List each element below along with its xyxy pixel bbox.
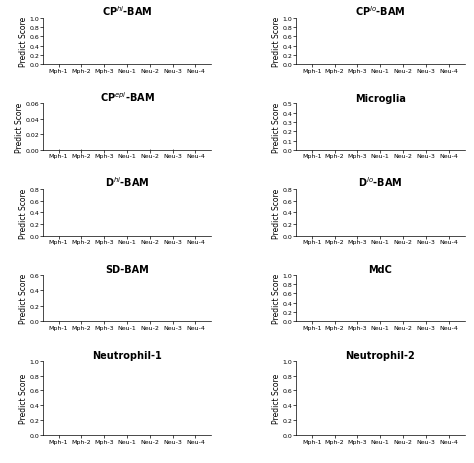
- Title: Microglia: Microglia: [355, 94, 406, 103]
- Y-axis label: Predict Score: Predict Score: [272, 188, 281, 238]
- Title: SD-BAM: SD-BAM: [105, 264, 149, 275]
- Y-axis label: Predict Score: Predict Score: [19, 373, 28, 423]
- Y-axis label: Predict Score: Predict Score: [272, 17, 281, 67]
- Title: Neutrophil-1: Neutrophil-1: [92, 350, 162, 360]
- Y-axis label: Predict Score: Predict Score: [15, 102, 24, 152]
- Y-axis label: Predict Score: Predict Score: [19, 274, 28, 324]
- Y-axis label: Predict Score: Predict Score: [19, 188, 28, 238]
- Y-axis label: Predict Score: Predict Score: [19, 17, 28, 67]
- Y-axis label: Predict Score: Predict Score: [272, 102, 281, 152]
- Title: MdC: MdC: [368, 264, 392, 275]
- Title: CP$^{epi}$-BAM: CP$^{epi}$-BAM: [100, 89, 155, 103]
- Y-axis label: Predict Score: Predict Score: [272, 373, 281, 423]
- Title: CP$^{lo}$-BAM: CP$^{lo}$-BAM: [355, 4, 405, 18]
- Y-axis label: Predict Score: Predict Score: [272, 274, 281, 324]
- Title: CP$^{hi}$-BAM: CP$^{hi}$-BAM: [101, 4, 153, 18]
- Title: Neutrophil-2: Neutrophil-2: [345, 350, 415, 360]
- Title: D$^{hi}$-BAM: D$^{hi}$-BAM: [105, 175, 149, 189]
- Title: D$^{lo}$-BAM: D$^{lo}$-BAM: [358, 175, 402, 189]
